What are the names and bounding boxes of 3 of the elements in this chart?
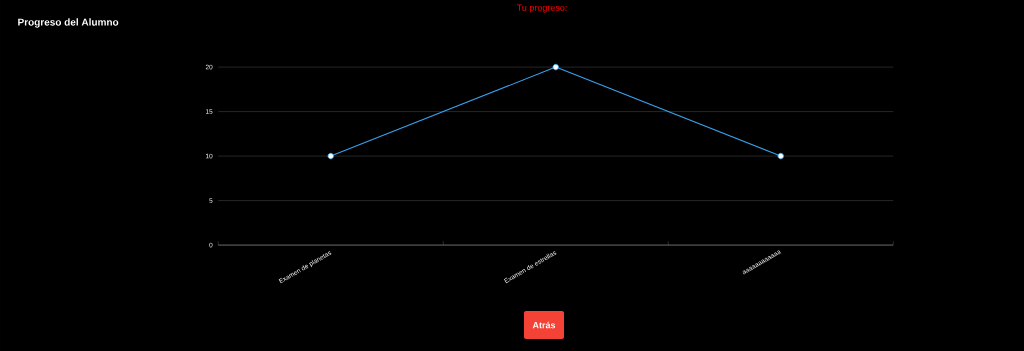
text: Atrás bbox=[532, 321, 556, 329]
text: Tu progreso: bbox=[516, 4, 567, 13]
text: Progreso del Alumno bbox=[18, 18, 119, 28]
